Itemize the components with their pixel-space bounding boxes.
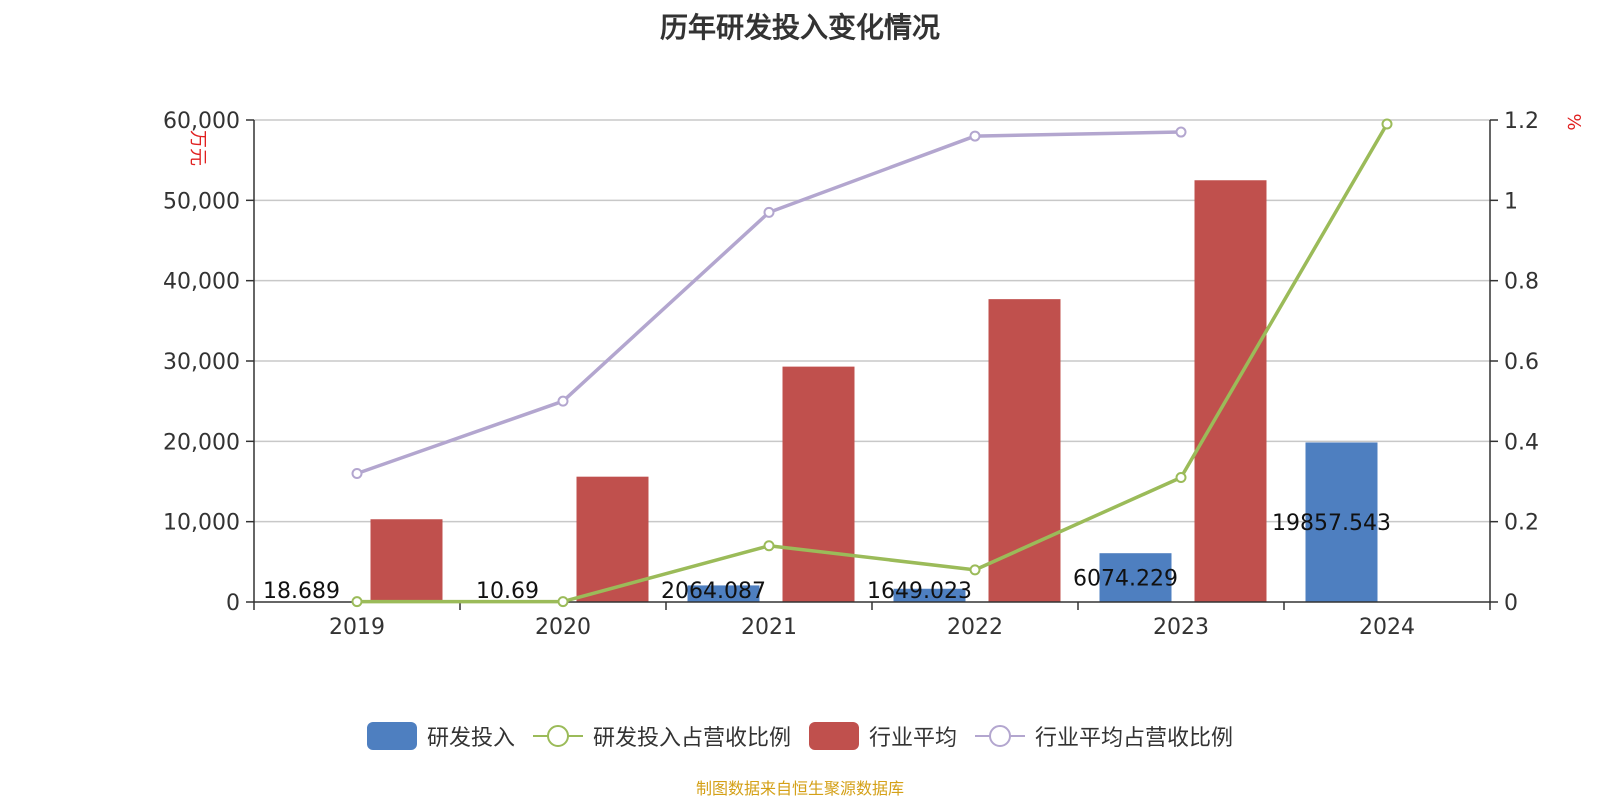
x-axis-tick-label: 2022 xyxy=(947,615,1003,640)
bar-data-label: 2064.087 xyxy=(661,579,766,604)
point-industry-ratio xyxy=(1175,126,1187,138)
bar-data-label: 19857.543 xyxy=(1272,511,1391,536)
right-axis-tick-label: 1.2 xyxy=(1504,109,1539,134)
right-axis-tick-label: 1 xyxy=(1504,189,1518,214)
point-industry-ratio xyxy=(351,467,363,479)
point-industry-ratio xyxy=(763,206,775,218)
point-industry-ratio xyxy=(969,130,981,142)
left-axis-tick-label: 30,000 xyxy=(163,350,240,375)
right-axis-tick-label: 0.2 xyxy=(1504,511,1539,536)
left-axis-tick-label: 50,000 xyxy=(163,189,240,214)
left-axis-tick-label: 20,000 xyxy=(163,430,240,455)
legend-swatch-industry-ratio xyxy=(975,725,1026,747)
legend-swatch-rd-investment xyxy=(366,722,417,750)
right-axis-tick-label: 0 xyxy=(1504,591,1518,616)
bar-data-label: 6074.229 xyxy=(1073,567,1178,592)
legend-label-rd-ratio: 研发投入占营收比例 xyxy=(592,726,791,751)
x-axis-tick-label: 2019 xyxy=(329,615,385,640)
legend-label-rd-investment: 研发投入 xyxy=(426,726,515,751)
legend: 研发投入 研发投入占营收比例 行业平均 行业平均占营收比例 xyxy=(0,720,1600,752)
point-rd-ratio xyxy=(1381,118,1393,130)
point-industry-ratio xyxy=(557,395,569,407)
legend-swatch-rd-ratio xyxy=(532,725,583,747)
x-axis-tick-label: 2020 xyxy=(535,615,591,640)
legend-item-rd-investment[interactable]: 研发投入 xyxy=(366,720,515,752)
bar-industry-average xyxy=(988,299,1061,602)
data-source-note: 制图数据来自恒生聚源数据库 xyxy=(695,779,904,798)
chart-title: 历年研发投入变化情况 xyxy=(659,11,940,44)
right-axis-tick-label: 0.4 xyxy=(1504,430,1539,455)
bar-rd-investment xyxy=(1099,553,1172,602)
bar-rd-investment xyxy=(893,588,966,602)
point-rd-ratio xyxy=(1175,471,1187,483)
bar-industry-average xyxy=(782,366,855,602)
legend-item-industry-average[interactable]: 行业平均 xyxy=(809,720,957,752)
bar-industry-average xyxy=(576,476,649,602)
x-axis-tick-label: 2024 xyxy=(1359,615,1415,640)
legend-item-industry-ratio[interactable]: 行业平均占营收比例 xyxy=(975,720,1233,752)
left-axis-tick-label: 0 xyxy=(226,591,240,616)
line-rd-ratio xyxy=(357,123,1389,604)
left-axis-unit-label: 万元 xyxy=(187,130,208,166)
legend-label-industry-ratio: 行业平均占营收比例 xyxy=(1035,726,1234,751)
legend-swatch-industry-average xyxy=(809,722,859,750)
right-axis-tick-label: 0.8 xyxy=(1504,270,1539,295)
x-axis-tick-label: 2021 xyxy=(741,615,797,640)
legend-item-rd-ratio[interactable]: 研发投入占营收比例 xyxy=(532,720,791,752)
left-axis-tick-label: 40,000 xyxy=(163,270,240,295)
bar-industry-average xyxy=(370,519,443,602)
point-rd-ratio xyxy=(969,564,981,576)
bar-rd-investment xyxy=(687,585,760,602)
bar-rd-investment xyxy=(1305,442,1378,602)
right-axis-tick-label: 0.6 xyxy=(1504,350,1539,375)
bar-data-label: 18.689 xyxy=(263,579,340,604)
legend-label-industry-average: 行业平均 xyxy=(869,726,958,751)
point-rd-ratio xyxy=(763,540,775,552)
left-axis-tick-label: 10,000 xyxy=(163,511,240,536)
x-axis-tick-label: 2023 xyxy=(1153,615,1209,640)
point-rd-ratio xyxy=(557,596,569,608)
point-rd-ratio xyxy=(351,596,363,608)
right-axis-unit-label: % xyxy=(1563,113,1584,130)
bar-data-label: 1649.023 xyxy=(867,579,972,604)
bar-data-label: 10.69 xyxy=(476,579,539,604)
left-axis-tick-label: 60,000 xyxy=(163,109,240,134)
